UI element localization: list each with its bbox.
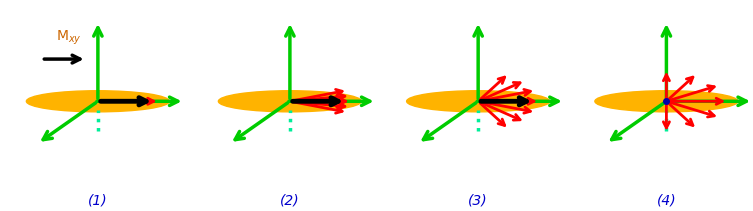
Ellipse shape xyxy=(407,91,550,112)
Text: (3): (3) xyxy=(468,193,488,207)
Ellipse shape xyxy=(26,91,169,112)
Ellipse shape xyxy=(595,91,738,112)
Text: (4): (4) xyxy=(657,193,676,207)
Text: (2): (2) xyxy=(280,193,300,207)
Text: (1): (1) xyxy=(88,193,108,207)
Ellipse shape xyxy=(218,91,361,112)
Text: M$_{xy}$: M$_{xy}$ xyxy=(56,29,82,47)
